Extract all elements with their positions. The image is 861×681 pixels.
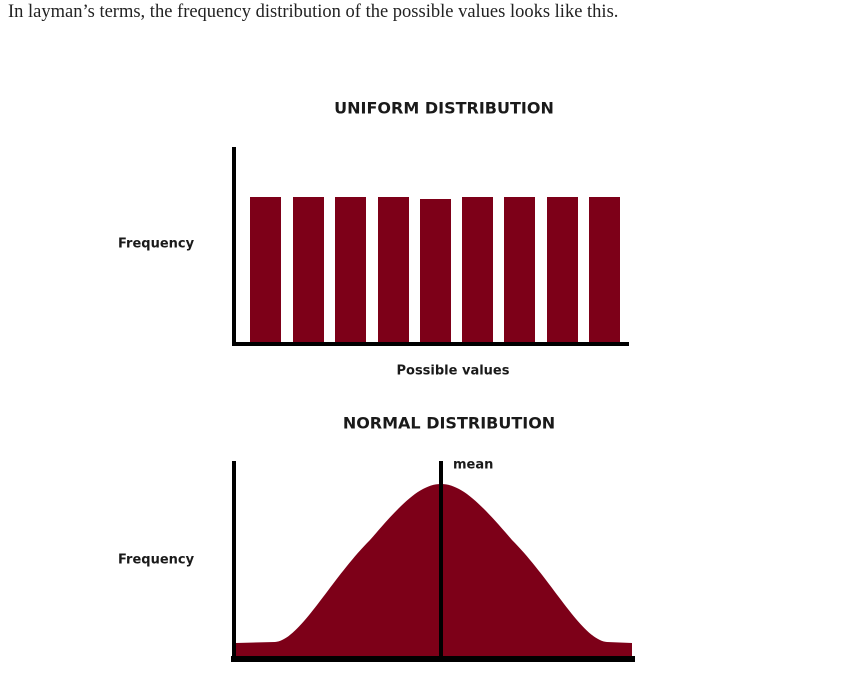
bar [462, 197, 493, 344]
uniform-x-label: Possible values [396, 364, 509, 379]
bar [250, 197, 281, 344]
normal-y-label: Frequency [118, 553, 195, 568]
bar [378, 197, 409, 344]
uniform-bars [250, 197, 620, 344]
bar [504, 197, 535, 344]
bar [547, 197, 578, 344]
bell-curve [236, 484, 632, 658]
mean-label: mean [453, 458, 493, 473]
bar [420, 199, 451, 344]
bar [335, 197, 366, 344]
uniform-title: UNIFORM DISTRIBUTION [334, 99, 554, 118]
uniform-y-label: Frequency [118, 237, 195, 252]
bar [589, 197, 620, 344]
normal-title: NORMAL DISTRIBUTION [343, 414, 555, 433]
bar [293, 197, 324, 344]
paragraph: In layman’s terms, the frequency distrib… [8, 2, 619, 22]
